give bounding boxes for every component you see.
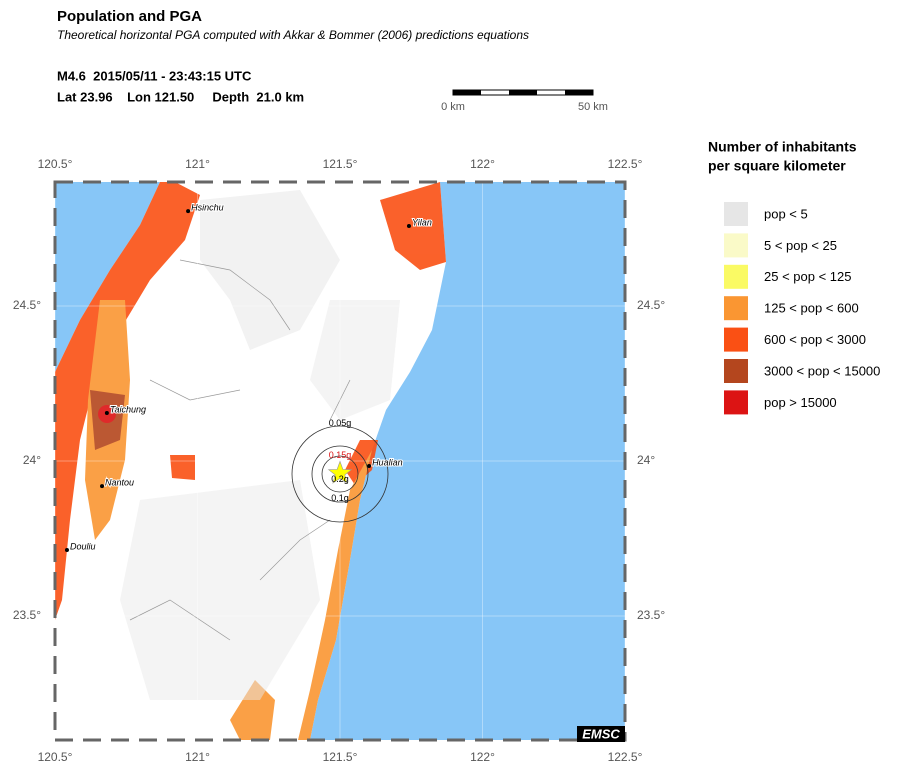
- pga-circle: [291, 425, 389, 523]
- y-tick-label: 24°: [23, 453, 41, 467]
- scale-seg: [509, 90, 537, 95]
- x-tick-label: 122.5°: [608, 750, 643, 764]
- x-tick-label: 121°: [185, 157, 210, 171]
- city-label: Taichung: [110, 404, 146, 414]
- subtitle: Theoretical horizontal PGA computed with…: [57, 28, 529, 42]
- city-label: Hualian: [372, 457, 403, 467]
- location: Lat 23.96 Lon 121.50 Depth 21.0 km: [57, 89, 304, 104]
- city-marker: [186, 209, 191, 214]
- city-label: Yilan: [412, 217, 432, 227]
- city-marker: [406, 224, 411, 229]
- city-marker: [367, 463, 372, 468]
- pga-label: 0.05g: [329, 418, 352, 428]
- x-tick-label: 122.5°: [608, 157, 643, 171]
- pga-circle: [321, 455, 359, 493]
- legend-label: 3000 < pop < 15000: [764, 363, 880, 378]
- legend-label: 125 < pop < 600: [764, 301, 859, 316]
- legend-title: per square kilometer: [708, 158, 846, 174]
- legend-swatch: [724, 390, 748, 415]
- legend-label: 25 < pop < 125: [764, 269, 851, 284]
- pga-label: 0.15g: [329, 450, 352, 460]
- scale-seg: [565, 90, 593, 95]
- city-label: Nantou: [105, 477, 134, 487]
- logo-bg: [577, 726, 625, 742]
- pga-label: 0.1g: [331, 493, 349, 503]
- land: [55, 182, 446, 740]
- city-marker: [64, 547, 69, 552]
- x-tick-label: 121.5°: [323, 157, 358, 171]
- y-tick-label: 23.5°: [637, 608, 665, 622]
- x-tick-label: 121°: [185, 750, 210, 764]
- x-tick-label: 121.5°: [323, 750, 358, 764]
- legend-label: 600 < pop < 3000: [764, 332, 866, 347]
- x-tick-label: 122°: [470, 750, 495, 764]
- legend-swatch: [724, 327, 748, 352]
- legend-label: pop > 15000: [764, 395, 837, 410]
- legend-swatch: [724, 359, 748, 383]
- x-tick-label: 122°: [470, 157, 495, 171]
- x-tick-label: 120.5°: [38, 157, 73, 171]
- legend-swatch: [724, 202, 748, 226]
- scale-bar: 0 km 50 km: [441, 89, 608, 113]
- city-label: Douliu: [70, 541, 96, 551]
- epicenter: [327, 460, 353, 484]
- y-tick-label: 24.5°: [13, 298, 41, 312]
- city-marker: [104, 410, 109, 415]
- x-tick-label: 120.5°: [38, 750, 73, 764]
- grid: [54, 182, 626, 740]
- scale-seg: [453, 90, 481, 95]
- map-frame: [53, 180, 627, 742]
- y-tick-label: 24°: [637, 453, 655, 467]
- title: Population and PGA: [57, 8, 202, 25]
- legend-swatch: [724, 264, 748, 289]
- borders: [129, 259, 351, 641]
- logo: EMSC: [582, 726, 620, 741]
- legend-label: 5 < pop < 25: [764, 238, 837, 253]
- legend-label: pop < 5: [764, 206, 808, 221]
- pga-circle: [311, 445, 369, 503]
- scale-label: 50 km: [578, 101, 608, 113]
- event: M4.6 2015/05/11 - 23:43:15 UTC: [57, 68, 252, 83]
- pga-label: 0.2g: [331, 474, 349, 484]
- city-marker: [100, 484, 105, 489]
- pga-circles: [291, 425, 389, 523]
- y-tick-label: 23.5°: [13, 608, 41, 622]
- scale-label: 0 km: [441, 101, 465, 113]
- city-label: Hsinchu: [191, 203, 224, 213]
- population-density: [55, 182, 446, 740]
- y-tick-label: 24.5°: [637, 298, 665, 312]
- legend-title: Number of inhabitants: [708, 139, 857, 155]
- legend-swatch: [724, 233, 748, 258]
- legend-swatch: [724, 296, 748, 321]
